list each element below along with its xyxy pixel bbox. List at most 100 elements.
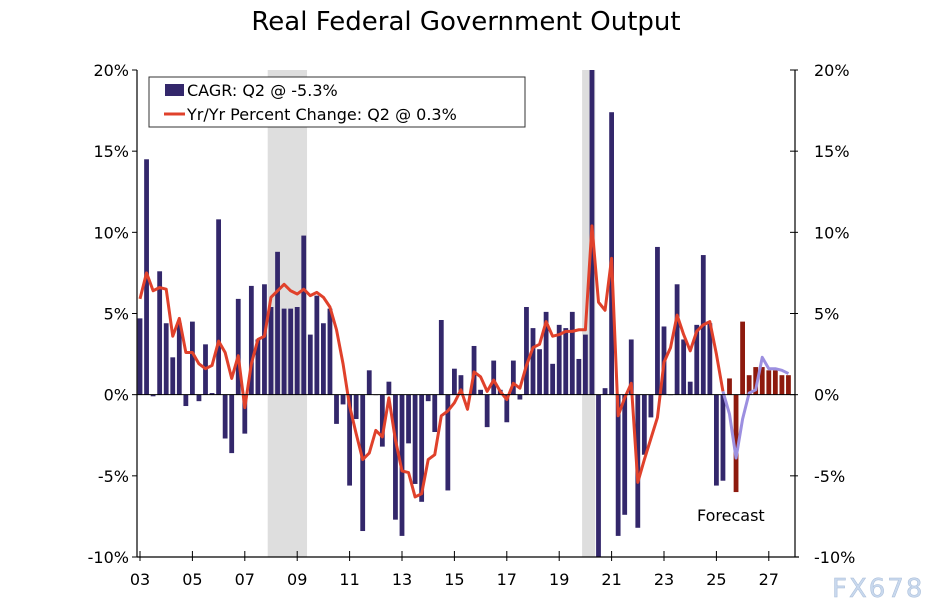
cagr-bar <box>478 389 483 395</box>
cagr-bar <box>491 360 497 395</box>
cagr-bar <box>314 295 320 395</box>
forecast-annotation: Forecast <box>697 506 765 525</box>
cagr-bar <box>170 357 176 395</box>
cagr-bar <box>406 394 411 444</box>
cagr-bar <box>268 307 274 395</box>
recession-band <box>267 70 308 557</box>
cagr-bar <box>353 394 359 420</box>
cagr-bar <box>176 323 182 395</box>
cagr-bar <box>366 370 372 395</box>
cagr-bar <box>543 311 549 395</box>
cagr-bar <box>360 394 366 532</box>
cagr-bar <box>452 368 457 395</box>
cagr-bar <box>222 394 228 439</box>
cagr-bar <box>707 323 713 395</box>
forecast-bar <box>740 321 745 395</box>
cagr-bar <box>484 394 490 428</box>
cagr-bar <box>248 285 254 395</box>
cagr-bar <box>137 318 143 395</box>
cagr-bar <box>340 394 346 405</box>
x-tick-label: 21 <box>601 570 621 589</box>
cagr-bar <box>609 112 614 395</box>
x-tick-label: 11 <box>339 570 359 589</box>
cagr-bar <box>275 251 280 395</box>
chart-title: Real Federal Government Output <box>251 7 680 37</box>
forecast-bar <box>753 367 759 395</box>
cagr-bar <box>183 394 189 407</box>
forecast-bar <box>772 370 778 395</box>
cagr-bar <box>196 394 202 402</box>
y-tick-label-right: 15% <box>814 142 850 161</box>
cagr-bar <box>681 339 687 395</box>
cagr-bar <box>517 394 523 400</box>
cagr-bar <box>327 308 333 395</box>
cagr-bar <box>163 323 169 395</box>
forecast-bar <box>786 375 791 395</box>
recession-shading <box>267 70 596 557</box>
forecast-bar <box>746 375 752 395</box>
cagr-bar <box>216 219 221 395</box>
y-tick-label-right: 20% <box>814 61 850 80</box>
legend-box <box>148 76 526 128</box>
x-tick-label: 03 <box>130 570 150 589</box>
cagr-bar <box>334 394 339 424</box>
forecast-bar <box>733 394 739 493</box>
cagr-bars <box>137 70 791 557</box>
y-tick-label-right: 10% <box>814 223 850 242</box>
cagr-bar <box>307 334 313 395</box>
forecast-bar <box>759 367 765 395</box>
cagr-bar <box>425 394 431 402</box>
cagr-bar <box>596 394 601 557</box>
cagr-bar <box>655 246 660 395</box>
cagr-bar <box>242 394 248 434</box>
watermark: FX678 <box>832 574 924 600</box>
y-tick-label-right: 5% <box>814 305 839 324</box>
cagr-bar <box>720 394 726 481</box>
cagr-bar <box>687 381 693 395</box>
cagr-bar <box>432 394 438 433</box>
cagr-bar <box>537 349 542 395</box>
cagr-bar <box>281 308 287 395</box>
cagr-bar <box>190 321 195 395</box>
x-tick-label: 19 <box>549 570 569 589</box>
cagr-bar <box>419 394 425 502</box>
forecast-bar <box>766 370 772 395</box>
cagr-bar <box>301 235 307 395</box>
yoy-line <box>138 224 725 499</box>
y-tick-label-left: 5% <box>104 305 129 324</box>
cagr-bar <box>714 394 719 486</box>
cagr-bar <box>471 345 477 395</box>
y-tick-label-left: -10% <box>88 548 129 567</box>
x-tick-label: 13 <box>392 570 412 589</box>
cagr-bar <box>530 328 536 395</box>
yoy-forecast-line <box>721 355 790 460</box>
cagr-bar <box>288 308 294 395</box>
yoy-lines <box>138 224 790 499</box>
x-tick-label: 17 <box>497 570 517 589</box>
cagr-bar <box>576 358 582 395</box>
x-tick-label: 23 <box>654 570 674 589</box>
cagr-bar <box>229 394 235 454</box>
cagr-bar <box>628 339 634 395</box>
forecast-bar <box>779 375 785 395</box>
x-tick-label: 05 <box>182 570 202 589</box>
cagr-bar <box>641 394 647 455</box>
cagr-bar <box>379 394 385 447</box>
y-tick-label-left: 10% <box>93 223 129 242</box>
cagr-bar <box>393 394 398 520</box>
cagr-bar <box>321 323 326 395</box>
y-tick-label-right: 0% <box>814 386 839 405</box>
cagr-bar <box>622 394 628 515</box>
forecast-bar <box>727 378 732 395</box>
cagr-bar <box>386 381 392 395</box>
cagr-bar <box>583 334 588 395</box>
x-tick-label: 09 <box>287 570 307 589</box>
cagr-bar <box>563 328 569 395</box>
axes: -10% -10% -5% -5% 0% 0% 5% 5% 10% 10% 15% 15% 20% 20%… <box>88 61 856 589</box>
cagr-bar <box>412 394 418 484</box>
y-tick-label-left: 20% <box>93 61 129 80</box>
legend-cagr-label: CAGR: Q2 @ -5.3% <box>187 81 338 100</box>
cagr-bar <box>458 375 464 395</box>
cagr-bar <box>569 311 575 395</box>
x-tick-label: 25 <box>706 570 726 589</box>
